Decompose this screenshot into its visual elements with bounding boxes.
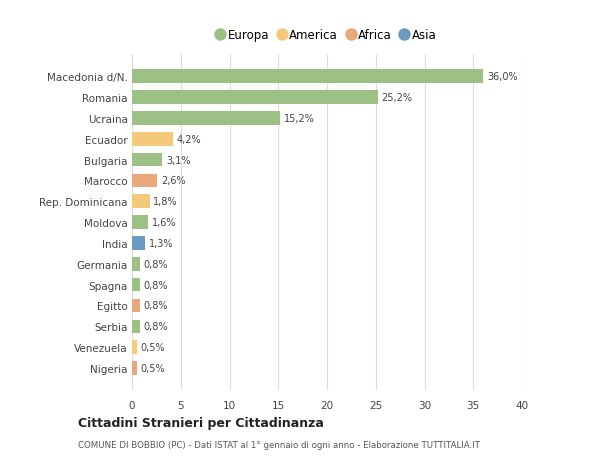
Text: 0,8%: 0,8%: [144, 259, 168, 269]
Bar: [132, 133, 173, 146]
Bar: [132, 257, 140, 271]
Text: 25,2%: 25,2%: [382, 93, 413, 103]
Bar: [132, 299, 140, 313]
Bar: [132, 216, 148, 230]
Text: 0,5%: 0,5%: [141, 342, 166, 353]
Text: 15,2%: 15,2%: [284, 114, 315, 123]
Bar: [132, 70, 483, 84]
Bar: [132, 153, 162, 167]
Text: 0,8%: 0,8%: [144, 280, 168, 290]
Bar: [132, 237, 145, 250]
Text: 36,0%: 36,0%: [487, 72, 518, 82]
Text: 0,5%: 0,5%: [141, 363, 166, 373]
Bar: [132, 112, 280, 125]
Bar: [132, 195, 149, 208]
Text: 1,8%: 1,8%: [154, 197, 178, 207]
Text: 0,8%: 0,8%: [144, 322, 168, 331]
Text: 0,8%: 0,8%: [144, 301, 168, 311]
Text: 2,6%: 2,6%: [161, 176, 186, 186]
Text: 4,2%: 4,2%: [177, 134, 202, 145]
Bar: [132, 91, 378, 105]
Text: 1,3%: 1,3%: [149, 238, 173, 248]
Text: 1,6%: 1,6%: [151, 218, 176, 228]
Text: Cittadini Stranieri per Cittadinanza: Cittadini Stranieri per Cittadinanza: [78, 416, 324, 429]
Bar: [132, 361, 137, 375]
Bar: [132, 174, 157, 188]
Text: COMUNE DI BOBBIO (PC) - Dati ISTAT al 1° gennaio di ogni anno - Elaborazione TUT: COMUNE DI BOBBIO (PC) - Dati ISTAT al 1°…: [78, 441, 480, 449]
Bar: [132, 278, 140, 292]
Text: 3,1%: 3,1%: [166, 155, 191, 165]
Bar: [132, 320, 140, 333]
Bar: [132, 341, 137, 354]
Legend: Europa, America, Africa, Asia: Europa, America, Africa, Asia: [212, 24, 442, 46]
